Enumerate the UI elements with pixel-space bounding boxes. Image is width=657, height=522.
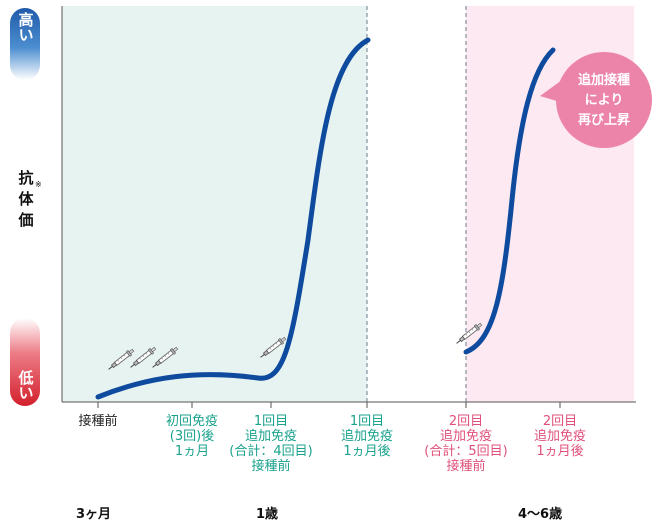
antibody-curve-1 bbox=[95, 37, 371, 400]
label-booster1-pre: 1回目 追加免疫 (合計：4回目) 接種前 bbox=[221, 414, 321, 474]
low-label: 低い bbox=[10, 318, 40, 406]
label-booster2-post-3: 1ヵ月後 bbox=[536, 444, 584, 459]
label-booster1-pre-4: 接種前 bbox=[251, 459, 291, 474]
label-booster1-post-3: 1ヵ月後 bbox=[343, 444, 391, 459]
age-label-3-months: 3ヶ月 bbox=[76, 507, 112, 522]
label-booster2-pre-1: 2回目 bbox=[448, 414, 484, 429]
label-first-series-1: 初回免疫 bbox=[165, 414, 218, 429]
label-booster1-post-2: 追加免疫 bbox=[340, 429, 393, 444]
callout-bubble: 追加接種 により 再び上昇 bbox=[540, 52, 652, 148]
label-first-series-3: 1ヵ月 bbox=[174, 444, 210, 459]
label-first-series: 初回免疫 (3回)後 1ヵ月 bbox=[146, 414, 238, 459]
label-booster1-pre-2: 追加免疫 bbox=[244, 429, 297, 444]
label-booster2-pre: 2回目 追加免疫 (合計：5回目) 接種前 bbox=[416, 414, 516, 474]
age-label-1-year: 1歳 bbox=[256, 507, 279, 522]
y-axis-title-char-3: 価 bbox=[18, 211, 34, 229]
callout-line-3: 再び上昇 bbox=[578, 113, 630, 128]
label-booster1-pre-1: 1回目 bbox=[253, 414, 289, 429]
y-axis-title-char-2: 体 bbox=[18, 190, 34, 208]
note-mark: ※ bbox=[35, 180, 42, 189]
callout-line-2: により bbox=[585, 93, 624, 108]
primary-series-zone bbox=[62, 6, 367, 402]
label-booster1-post: 1回目 追加免疫 1ヵ月後 bbox=[327, 414, 407, 459]
label-booster2-pre-3: (合計：5回目) bbox=[424, 444, 508, 459]
high-label: 高い bbox=[10, 8, 40, 80]
label-booster2-post-2: 追加免疫 bbox=[533, 429, 586, 444]
label-booster1-post-1: 1回目 bbox=[349, 414, 385, 429]
label-booster2-post-1: 2回目 bbox=[542, 414, 578, 429]
callout-line-1: 追加接種 bbox=[578, 72, 630, 88]
y-axis-title-char-1: 抗 bbox=[18, 169, 34, 187]
label-booster2-post: 2回目 追加免疫 1ヵ月後 bbox=[520, 414, 600, 459]
label-booster1-pre-3: (合計：4回目) bbox=[229, 444, 313, 459]
y-axis-title: 抗 体 価 ※ bbox=[12, 168, 42, 231]
age-label-4-6-years: 4〜6歳 bbox=[518, 507, 563, 522]
label-pre-text: 接種前 bbox=[78, 414, 118, 429]
label-first-series-2: (3回)後 bbox=[169, 429, 215, 444]
label-booster2-pre-4: 接種前 bbox=[446, 459, 486, 474]
antibody-curve-2 bbox=[463, 47, 556, 355]
label-booster2-pre-2: 追加免疫 bbox=[439, 429, 492, 444]
label-pre: 接種前 bbox=[72, 414, 124, 429]
